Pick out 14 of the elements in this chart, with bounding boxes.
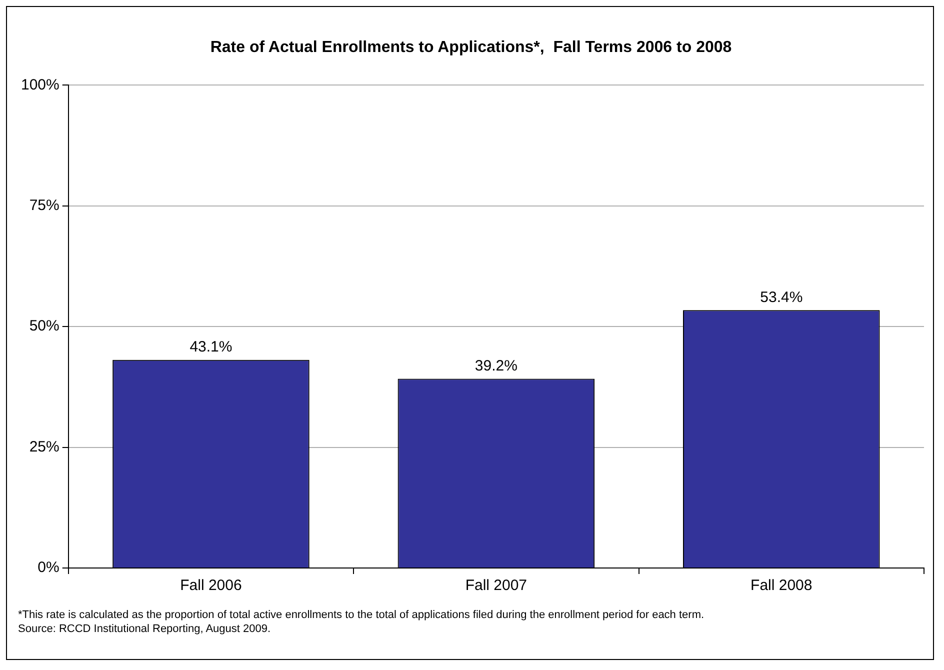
y-tick-label: 0% [38,559,60,576]
x-tick-label: Fall 2008 [750,577,812,594]
data-label: 53.4% [760,288,803,306]
y-tick-label: 100% [20,76,60,94]
data-label: 39.2% [474,357,518,374]
y-tick-label: 25% [29,438,60,456]
source-note: Source: RCCD Institutional Reporting, August 2009. [18,622,272,636]
x-tick-label: Fall 2007 [465,577,528,594]
y-tick-label: 75% [29,197,60,214]
y-tick-label: 50% [29,318,60,335]
data-label: 43.1% [190,338,232,356]
chart-title: Rate of Actual Enrollments to Applications*, Fall Terms 2006 to 2008 [210,39,732,56]
text: *This rate is calculated as the proportion of total active enrollments to the total of applications filed during the enrollment period for each term. [18,608,704,622]
x-tick-label: Fall 2006 [180,577,242,594]
